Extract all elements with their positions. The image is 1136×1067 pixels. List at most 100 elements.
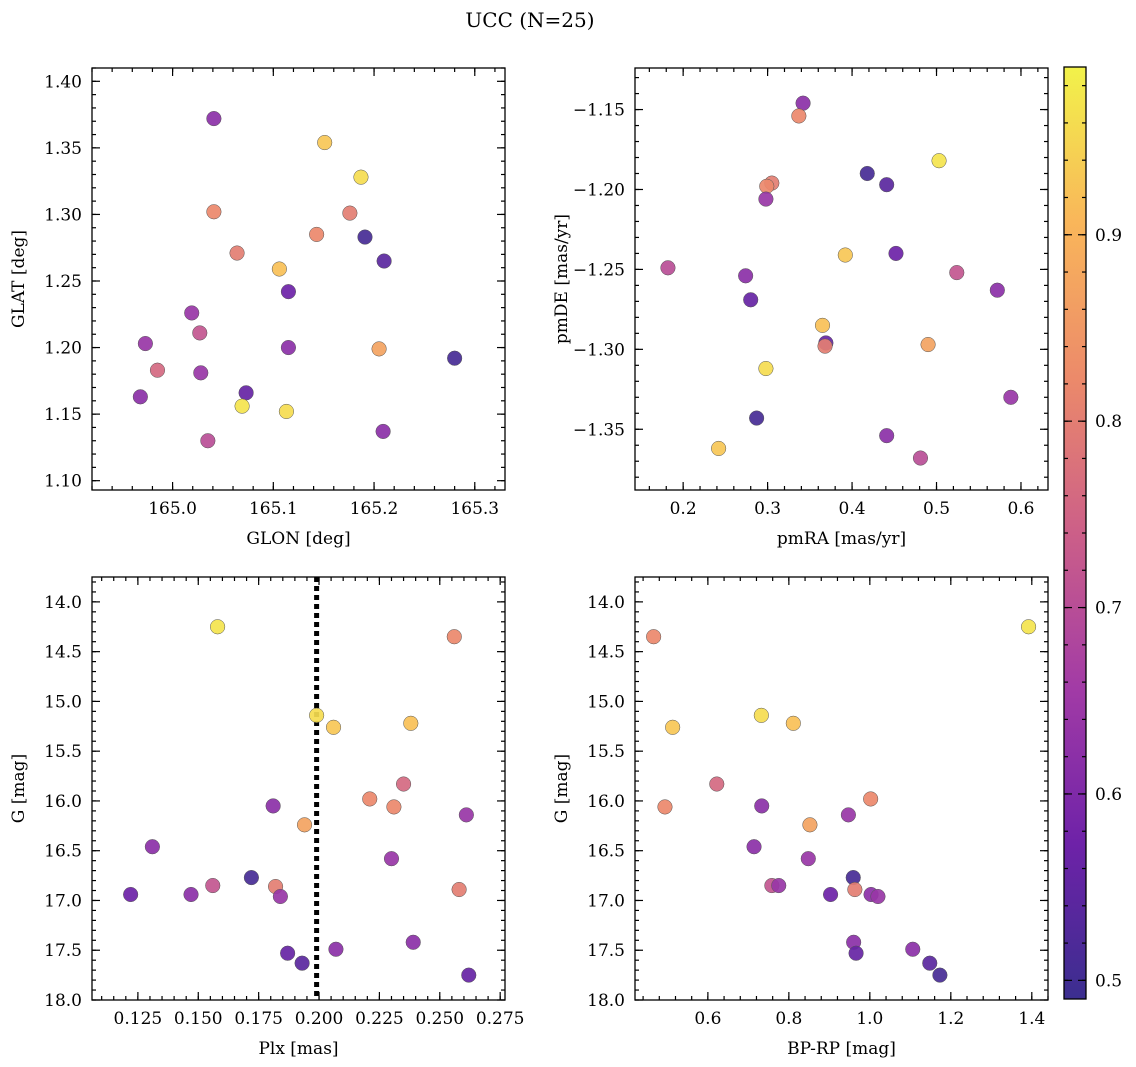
data-point bbox=[932, 967, 948, 983]
y-tick-label: 1.30 bbox=[44, 205, 82, 225]
x-tick-label: 0.150 bbox=[174, 1009, 223, 1029]
data-point bbox=[229, 245, 245, 261]
colorbar: 0.5 0.6 0.7 0.8 0.9 bbox=[1063, 66, 1122, 1000]
x-axis-label: GLON [deg] bbox=[246, 529, 350, 549]
data-point bbox=[758, 360, 774, 377]
axes-frame bbox=[91, 576, 506, 1001]
y-tick-label: 15.5 bbox=[44, 742, 82, 762]
colorbar-tick-label: 0.5 bbox=[1095, 971, 1122, 991]
data-point bbox=[238, 385, 254, 401]
y-tick-label: 16.5 bbox=[587, 842, 625, 862]
y-tick-label: 14.5 bbox=[587, 643, 625, 663]
y-axis-label: GLAT [deg] bbox=[9, 230, 29, 328]
y-tick-label: 16.0 bbox=[44, 792, 82, 812]
data-point bbox=[278, 403, 294, 420]
data-point bbox=[451, 881, 467, 898]
y-tick-label: 16.5 bbox=[44, 842, 82, 862]
data-point bbox=[458, 807, 474, 823]
x-tick-label: 0.200 bbox=[295, 1009, 344, 1029]
data-point bbox=[376, 253, 392, 269]
data-point bbox=[840, 807, 856, 823]
data-point bbox=[144, 839, 160, 855]
data-point bbox=[200, 433, 216, 449]
y-tick-label: 18.0 bbox=[587, 991, 625, 1011]
data-point bbox=[817, 338, 833, 354]
data-point bbox=[802, 817, 818, 833]
data-point bbox=[193, 365, 209, 381]
data-point bbox=[920, 336, 936, 353]
x-tick-label: 0.175 bbox=[234, 1009, 283, 1029]
colorbar-tick-label: 0.8 bbox=[1095, 412, 1122, 432]
axes-frame bbox=[634, 576, 1049, 1001]
data-point bbox=[447, 350, 463, 366]
data-point bbox=[271, 261, 287, 277]
data-point bbox=[791, 108, 807, 124]
data-point bbox=[234, 398, 250, 414]
panel-plx-g: 0.125 0.150 0.175 0.200 0.225 0.250 0.275 14.0 1… bbox=[9, 576, 525, 1059]
y-tick-label: −1.35 bbox=[573, 420, 625, 440]
x-tick-label: 0.2 bbox=[670, 499, 697, 519]
data-point bbox=[1003, 389, 1019, 405]
x-axis-label: pmRA [mas/yr] bbox=[777, 529, 906, 549]
y-tick-label: −1.15 bbox=[573, 101, 625, 121]
x-tick-label: 165.0 bbox=[148, 499, 197, 519]
data-point bbox=[272, 888, 288, 905]
data-point bbox=[905, 941, 921, 957]
data-point bbox=[132, 389, 148, 405]
data-point bbox=[405, 934, 421, 950]
y-tick-label: 16.0 bbox=[587, 792, 625, 812]
data-point bbox=[646, 629, 662, 645]
x-tick-label: 0.4 bbox=[839, 499, 866, 519]
data-point bbox=[931, 153, 947, 169]
data-point bbox=[922, 955, 938, 971]
x-tick-label: 1.2 bbox=[937, 1009, 964, 1029]
data-point bbox=[888, 245, 904, 261]
y-tick-label: 1.20 bbox=[44, 339, 82, 359]
data-point bbox=[403, 715, 419, 731]
data-point bbox=[294, 955, 310, 971]
data-point bbox=[357, 229, 373, 245]
y-tick-label: 14.0 bbox=[587, 593, 625, 613]
data-point bbox=[743, 292, 759, 308]
data-point bbox=[709, 776, 725, 792]
panel-glon-glat: 165.0 165.1 165.2 165.3 1.10 1.15 1.20 1.25 1.30… bbox=[9, 67, 506, 549]
data-point bbox=[912, 450, 929, 466]
data-point bbox=[879, 428, 895, 444]
y-tick-label: −1.25 bbox=[573, 260, 625, 280]
data-point bbox=[758, 191, 774, 207]
data-point bbox=[296, 817, 313, 833]
data-point bbox=[660, 260, 676, 276]
data-point bbox=[461, 967, 477, 983]
x-tick-label: 0.225 bbox=[355, 1009, 404, 1029]
data-point bbox=[759, 178, 775, 194]
data-point bbox=[149, 362, 166, 378]
data-point bbox=[362, 791, 378, 807]
panel-bprp-g: 0.6 0.8 1.0 1.2 1.4 14.0 14.5 15.0 15.5 16.0 16.5 1… bbox=[552, 576, 1049, 1059]
data-point bbox=[863, 791, 879, 807]
data-point bbox=[371, 341, 387, 357]
data-point bbox=[754, 798, 770, 814]
x-tick-label: 1.4 bbox=[1018, 1009, 1045, 1029]
y-tick-label: 15.0 bbox=[587, 692, 625, 712]
y-tick-label: 17.5 bbox=[587, 941, 625, 961]
data-point bbox=[184, 305, 200, 321]
panel-pmra-pmde: 0.2 0.3 0.4 0.5 0.6 −1.35 −1.30 −1.25 −1.20 −1.15… bbox=[552, 67, 1049, 549]
data-point bbox=[746, 839, 762, 855]
axes-frame bbox=[634, 67, 1049, 491]
colorbar-tick-label: 0.7 bbox=[1095, 599, 1122, 619]
y-axis-label: G [mag] bbox=[552, 754, 572, 823]
colorbar-gradient bbox=[1064, 67, 1086, 999]
data-point bbox=[309, 707, 325, 723]
y-tick-label: 17.0 bbox=[587, 891, 625, 911]
data-point bbox=[386, 799, 402, 815]
y-axis-label: G [mag] bbox=[9, 754, 29, 823]
data-point bbox=[879, 177, 895, 193]
data-point bbox=[205, 877, 221, 894]
data-point bbox=[317, 134, 333, 151]
x-tick-label: 0.6 bbox=[694, 1009, 721, 1029]
data-point bbox=[375, 423, 391, 439]
data-point bbox=[949, 265, 965, 281]
data-point bbox=[1021, 619, 1037, 635]
x-tick-label: 0.3 bbox=[754, 499, 781, 519]
